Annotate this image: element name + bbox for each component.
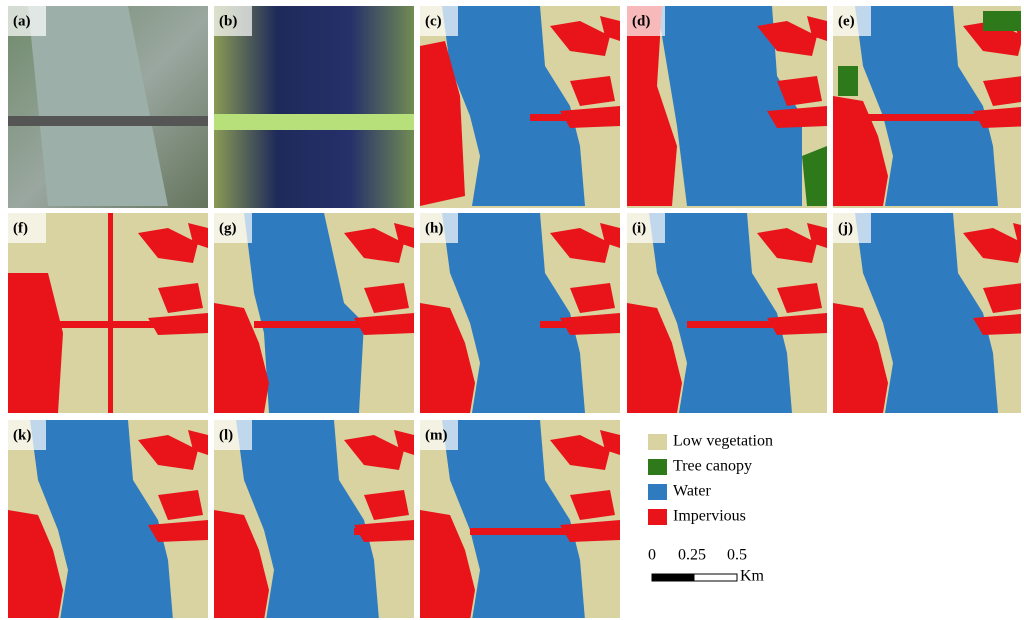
tree-canopy <box>983 11 1023 31</box>
panel-label: (h) <box>425 220 443 236</box>
legend-label: Tree canopy <box>673 458 752 475</box>
map-panel: (e) <box>833 6 1024 216</box>
panel-label: (c) <box>425 13 442 29</box>
figure: (a) (b) (c) (d) (e) (f) (g) (h) (i) (j) (k) (l) (m) L… <box>0 0 1024 620</box>
map-panel: (j) <box>833 213 1024 423</box>
map-panel: (h) <box>420 213 630 423</box>
scale-label: 0.5 <box>727 547 747 564</box>
scale-label: 0 <box>648 547 656 564</box>
legend-swatch <box>648 434 667 450</box>
road <box>108 213 113 413</box>
panel-label: (f) <box>13 220 28 236</box>
map-panel: (b) <box>214 6 424 216</box>
map-panel: (l) <box>214 420 424 620</box>
panel-label: (k) <box>13 427 31 443</box>
legend-swatch <box>648 459 667 475</box>
panel-label: (b) <box>219 13 237 29</box>
map-panel: (f) <box>8 213 218 423</box>
scale-seg <box>652 574 694 581</box>
scale-unit: Km <box>740 568 765 585</box>
map-panel: (d) <box>627 6 837 216</box>
map-panel: (g) <box>214 213 424 423</box>
legend-swatch <box>648 509 667 525</box>
imagery <box>214 6 424 216</box>
map-panel: (a) <box>8 6 218 216</box>
panel-label: (m) <box>425 427 448 443</box>
panel-label: (j) <box>838 220 853 236</box>
panel-label: (g) <box>219 220 237 236</box>
panel-label: (l) <box>219 427 233 443</box>
bridge-image <box>8 116 208 126</box>
map-panel: (m) <box>420 420 630 620</box>
legend-swatch <box>648 484 667 500</box>
panel-label: (i) <box>632 220 646 236</box>
legend-label: Low vegetation <box>673 433 773 450</box>
tree-canopy <box>838 66 858 96</box>
bridge <box>254 321 364 328</box>
map-panel: (c) <box>420 6 630 216</box>
map-panel: (k) <box>8 420 218 620</box>
scale-label: 0.25 <box>678 547 706 564</box>
bridge-image <box>214 114 414 130</box>
panel-label: (e) <box>838 13 855 29</box>
panel-label: (d) <box>632 13 650 29</box>
panel-label: (a) <box>13 13 31 29</box>
map-panel: (i) <box>627 213 837 423</box>
legend-label: Water <box>673 483 711 500</box>
scale-seg <box>694 574 737 581</box>
legend-label: Impervious <box>673 508 746 525</box>
